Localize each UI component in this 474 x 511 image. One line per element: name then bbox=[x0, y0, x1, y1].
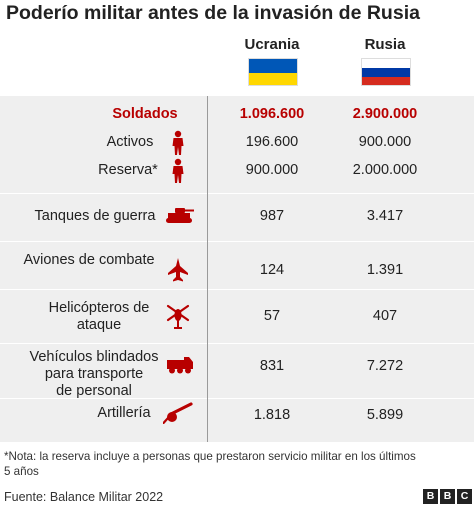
value-russia-vehiculos: 7.272 bbox=[366, 358, 404, 374]
comparison-table bbox=[0, 96, 474, 442]
value-russia-soldados: 2.900.000 bbox=[352, 106, 418, 122]
row-divider bbox=[0, 343, 474, 344]
russia-flag-icon bbox=[361, 58, 411, 86]
bbc-logo-letter: C bbox=[457, 489, 472, 504]
bbc-logo-letter: B bbox=[423, 489, 438, 504]
row-label-aviones: Aviones de combate bbox=[23, 252, 155, 268]
page-title: Poderío militar antes de la invasión de … bbox=[6, 2, 420, 24]
column-header-russia: Rusia bbox=[364, 36, 406, 53]
value-ukraine-reserva: 900.000 bbox=[245, 162, 299, 178]
value-ukraine-aviones: 124 bbox=[259, 262, 285, 278]
helicopter-icon bbox=[166, 304, 190, 330]
row-divider bbox=[0, 193, 474, 194]
source-text: Fuente: Balance Militar 2022 bbox=[4, 490, 164, 504]
row-divider bbox=[0, 241, 474, 242]
soldier-icon bbox=[171, 158, 185, 184]
row-divider bbox=[0, 398, 474, 399]
fighter-jet-icon bbox=[167, 258, 189, 282]
row-label-activos: Activos bbox=[106, 134, 154, 150]
value-russia-aviones: 1.391 bbox=[366, 262, 404, 278]
row-label-soldados: Soldados bbox=[112, 106, 178, 122]
row-divider bbox=[0, 289, 474, 290]
value-ukraine-artilleria: 1.818 bbox=[253, 407, 291, 423]
value-russia-activos: 900.000 bbox=[358, 134, 412, 150]
row-label-artilleria: Artillería bbox=[97, 405, 151, 421]
row-label-helicopteros: Helicópteros de ataque bbox=[48, 300, 150, 333]
row-label-tanques: Tanques de guerra bbox=[34, 208, 156, 224]
row-label-reserva: Reserva* bbox=[98, 162, 158, 178]
value-russia-tanques: 3.417 bbox=[366, 208, 404, 224]
value-russia-helicopteros: 407 bbox=[372, 308, 398, 324]
value-ukraine-tanques: 987 bbox=[259, 208, 285, 224]
column-header-ukraine: Ucrania bbox=[244, 36, 300, 53]
value-ukraine-helicopteros: 57 bbox=[263, 308, 281, 324]
value-ukraine-soldados: 1.096.600 bbox=[239, 106, 305, 122]
soldier-icon bbox=[171, 130, 185, 156]
bbc-logo-letter: B bbox=[440, 489, 455, 504]
row-label-vehiculos: Vehículos blindados para transporte de p… bbox=[29, 349, 159, 399]
tank-icon bbox=[165, 206, 195, 224]
column-divider bbox=[207, 96, 208, 442]
artillery-icon bbox=[163, 402, 193, 424]
ukraine-flag-icon bbox=[248, 58, 298, 86]
bbc-logo: B B C bbox=[423, 489, 472, 504]
armored-vehicle-icon bbox=[166, 356, 194, 374]
value-ukraine-activos: 196.600 bbox=[245, 134, 299, 150]
value-ukraine-vehiculos: 831 bbox=[259, 358, 285, 374]
value-russia-artilleria: 5.899 bbox=[366, 407, 404, 423]
value-russia-reserva: 2.000.000 bbox=[352, 162, 418, 178]
footnote: *Nota: la reserva incluye a personas que… bbox=[4, 450, 416, 478]
